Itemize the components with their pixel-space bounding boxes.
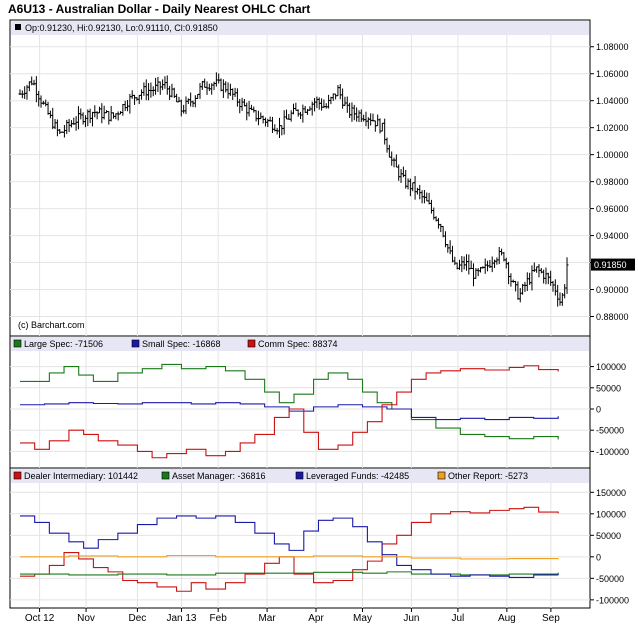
y-tick-label: 0.94000 [596,231,629,241]
y-tick-label: 1.04000 [596,96,629,106]
legend-swatch [161,471,170,480]
panel-frame [9,19,591,337]
legend-band [11,337,589,351]
x-tick-label: Nov [77,613,95,624]
x-tick-label: May [353,613,372,624]
y-tick-label: 100000 [596,509,626,519]
series-line [20,554,559,560]
y-tick-label: 0.98000 [596,177,629,187]
legend-swatch [15,24,21,30]
series-line [20,571,559,576]
series-line [20,402,559,421]
series-line [20,365,559,459]
y-tick-label: -100000 [596,595,629,605]
series-legend: Large Spec: -71506 [24,339,103,349]
series-legend: Leveraged Funds: -42485 [306,471,409,481]
legend-swatch [131,339,140,348]
series-legend: Asset Manager: -36816 [172,471,266,481]
y-tick-label: 0.88000 [596,312,629,322]
watermark: (c) Barchart.com [18,320,85,330]
x-tick-label: Apr [308,613,324,624]
y-tick-label: 0.90000 [596,285,629,295]
y-tick-label: 150000 [596,488,626,498]
y-tick-label: 0 [596,552,601,562]
series-legend: Comm Spec: 88374 [258,339,338,349]
x-tick-label: Jun [403,613,419,624]
x-tick-label: Mar [258,613,276,624]
series-legend: Dealer Intermediary: 101442 [24,471,138,481]
panel-frame [9,467,591,609]
series-legend: Small Spec: -16868 [142,339,221,349]
panel-frame [9,335,591,469]
x-tick-label: Aug [498,613,516,624]
y-tick-label: -50000 [596,574,624,584]
legend-swatch [13,339,22,348]
series-line [20,363,559,440]
series-legend: Other Report: -5273 [448,471,528,481]
x-tick-label: Oct 12 [25,613,55,624]
ohlc-legend: Op:0.91230, Hi:0.92130, Lo:0.91110, Cl:0… [25,23,218,33]
y-tick-label: 50000 [596,383,621,393]
y-tick-label: 100000 [596,362,626,372]
chart-title: A6U13 - Australian Dollar - Daily Neares… [8,2,311,16]
y-tick-label: 50000 [596,531,621,541]
x-tick-label: Dec [129,613,147,624]
y-tick-label: 1.08000 [596,42,629,52]
y-tick-label: 0.96000 [596,204,629,214]
x-tick-label: Jan 13 [166,613,196,624]
y-tick-label: 0 [596,405,601,415]
legend-swatch [437,471,446,480]
y-tick-label: -100000 [596,447,629,457]
legend-swatch [295,471,304,480]
y-tick-label: 1.02000 [596,123,629,133]
y-tick-label: 1.00000 [596,150,629,160]
x-tick-label: Sep [542,613,560,624]
legend-band [11,21,589,35]
legend-swatch [247,339,256,348]
last-price-label: 0.91850 [594,260,627,270]
last-price-tag [591,258,635,271]
y-tick-label: 1.06000 [596,69,629,79]
legend-swatch [13,471,22,480]
y-tick-label: -50000 [596,426,624,436]
series-line [20,515,559,579]
x-tick-label: Feb [210,613,228,624]
x-tick-label: Jul [452,613,465,624]
